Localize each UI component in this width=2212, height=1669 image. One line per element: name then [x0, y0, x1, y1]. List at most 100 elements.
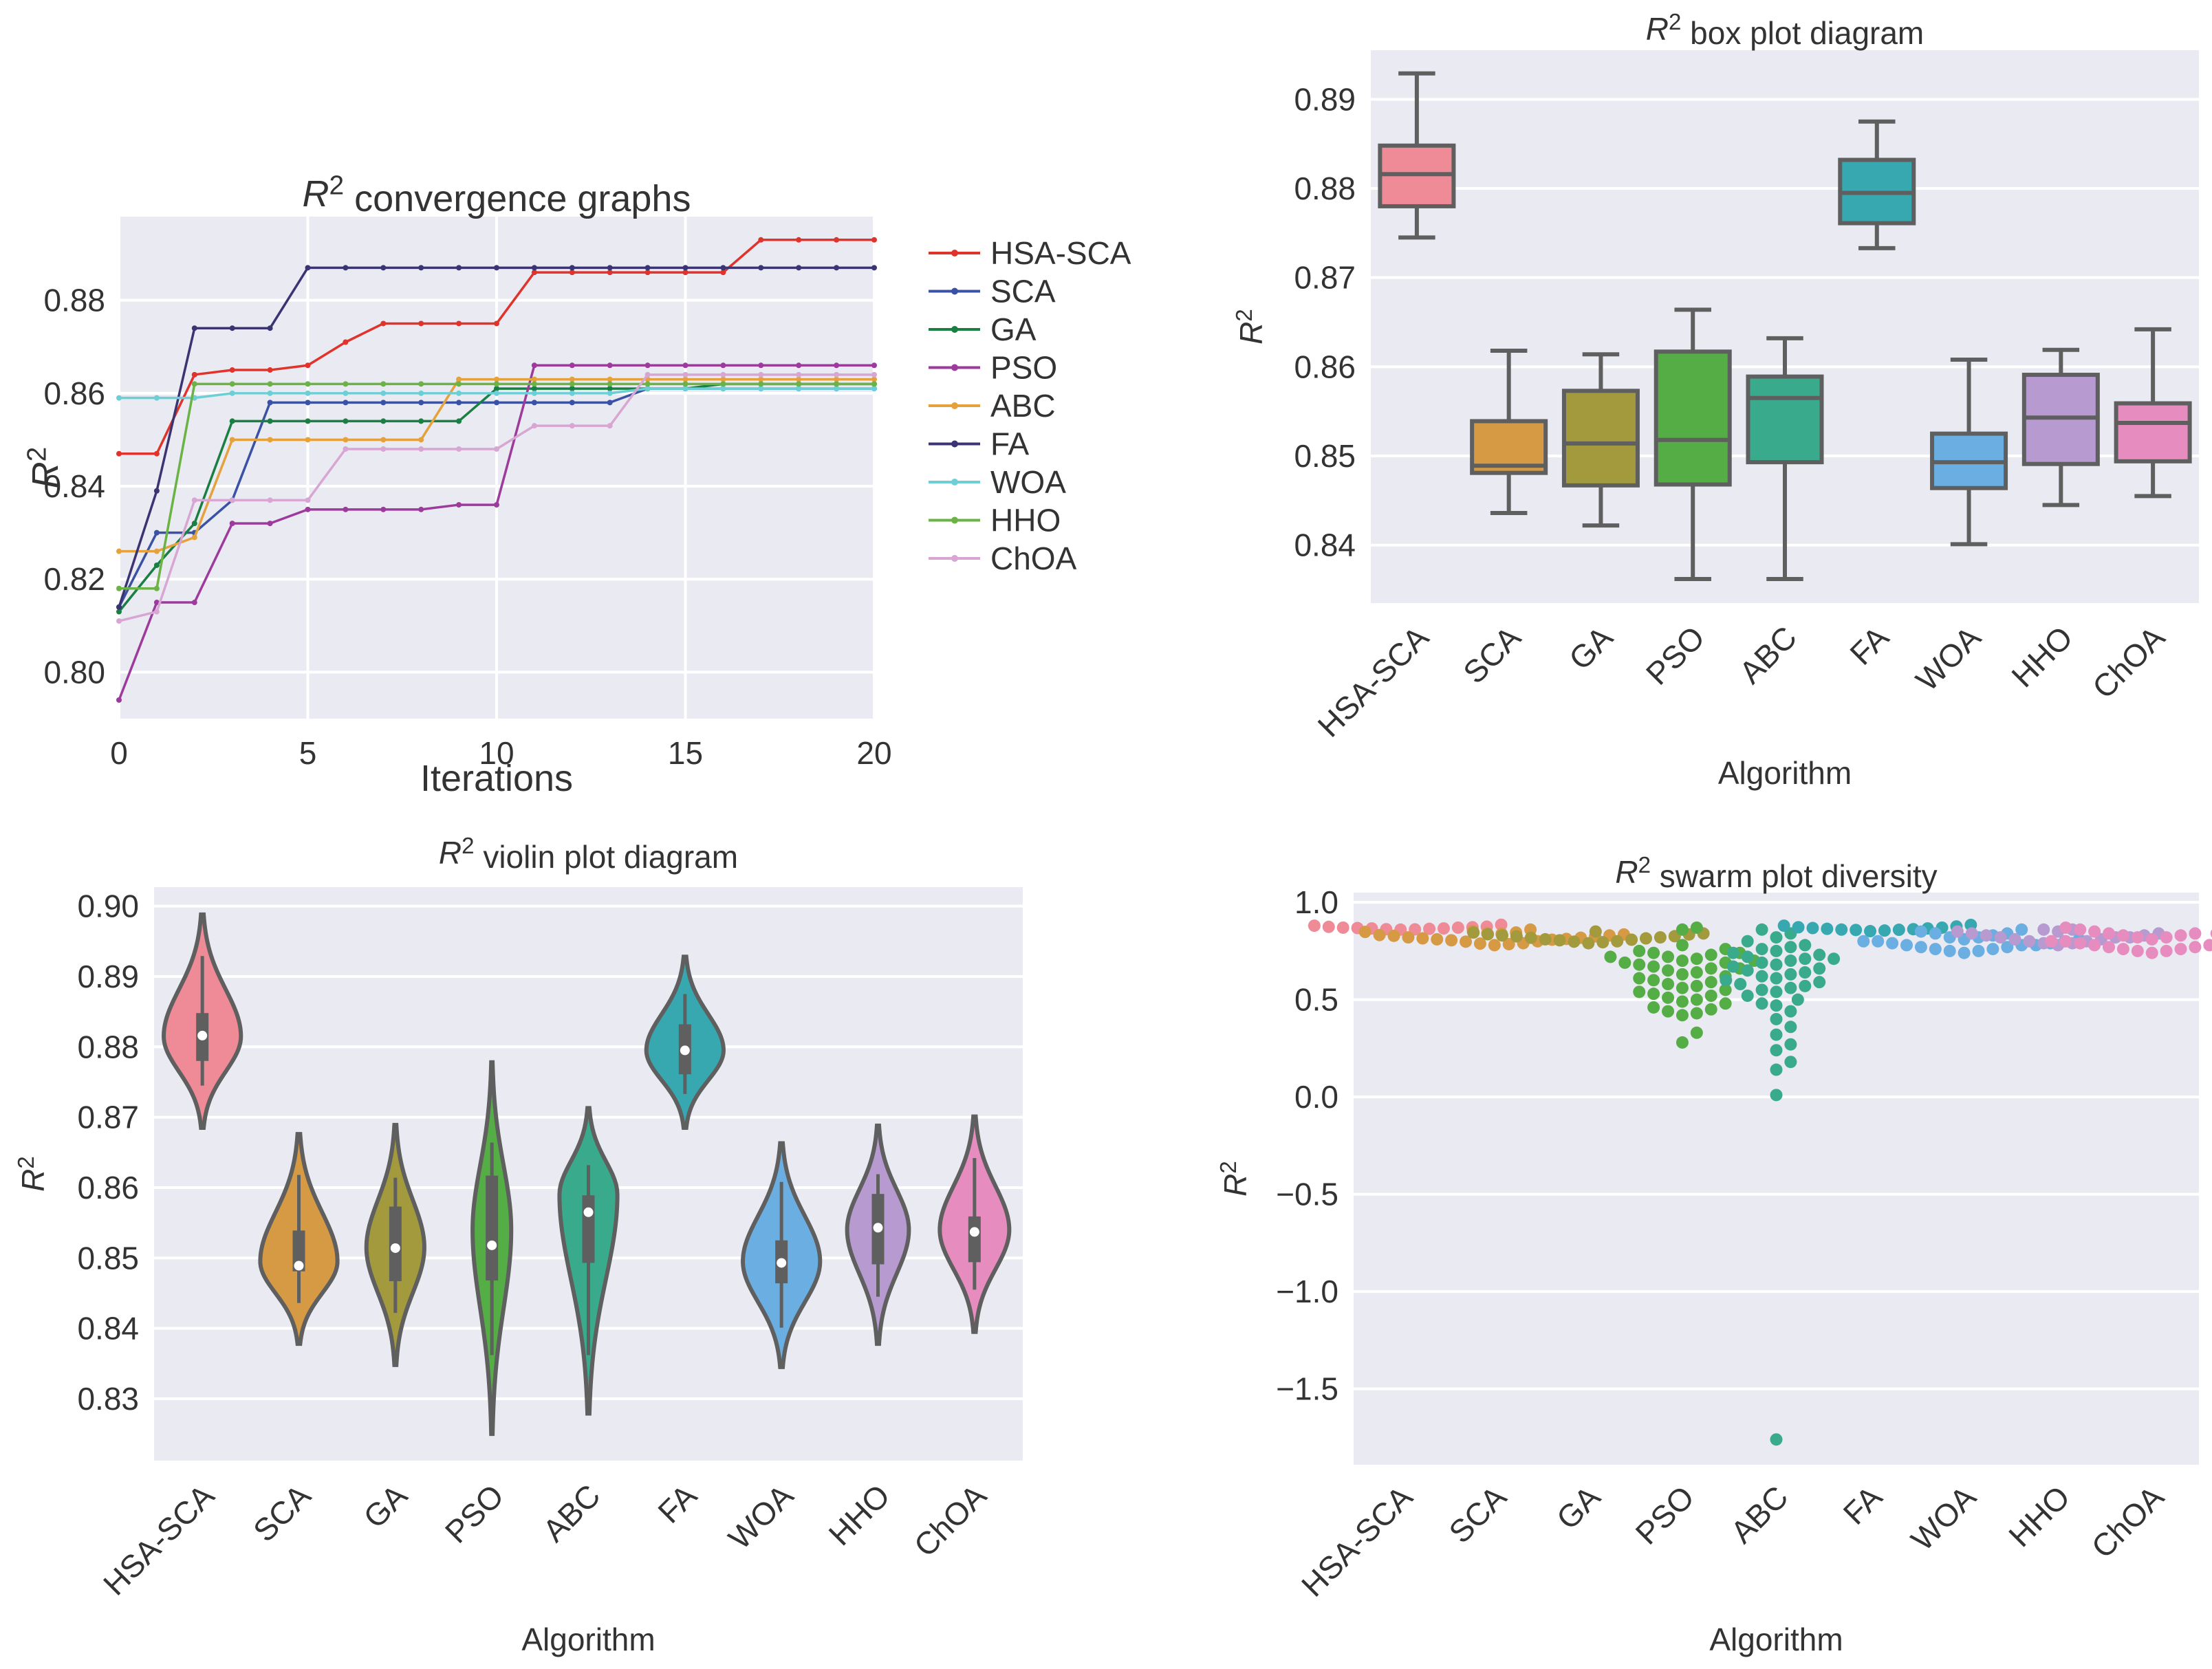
data-point	[153, 395, 160, 401]
x-tick-label: ChOA	[2084, 1479, 2171, 1565]
swarm-point	[1647, 974, 1660, 987]
swarm-point	[2103, 941, 2116, 954]
swarm-plot-chart: 1.0 0.5 0.0 −0.5 −1.0 −1.5 HSA-SCA SCA GA PSO ABC F…	[1216, 853, 2212, 1657]
swarm-point	[1784, 981, 1797, 994]
y-tick-label: 0.87	[1294, 260, 1356, 296]
data-point	[644, 371, 651, 378]
swarm-point	[1488, 939, 1501, 952]
inner-box	[486, 1175, 499, 1281]
data-point	[494, 400, 499, 406]
data-point	[758, 376, 764, 382]
data-point	[456, 376, 462, 382]
y-tick-label: 0.89	[1294, 81, 1356, 117]
data-point	[418, 400, 424, 406]
swarm-point	[1662, 950, 1675, 963]
swarm-point	[1755, 997, 1768, 1010]
data-point	[758, 265, 764, 271]
swarm-point	[1633, 985, 1646, 999]
legend-marker	[951, 479, 958, 486]
y-tick-label: 0.80	[43, 654, 105, 690]
data-point	[305, 265, 311, 271]
swarm-point	[1423, 922, 1436, 935]
box-ga	[1561, 352, 1640, 528]
y-tick-label: −1.5	[1276, 1371, 1338, 1407]
box-hho	[2021, 347, 2100, 508]
swarm-point	[1784, 955, 1797, 968]
swarm-point	[2210, 929, 2212, 938]
y-tick-label: 0.0	[1294, 1079, 1338, 1115]
data-point	[380, 418, 387, 424]
y-tick-label: 0.85	[1294, 438, 1356, 474]
data-point	[494, 446, 499, 452]
data-point	[644, 362, 651, 369]
swarm-point	[1676, 995, 1689, 1008]
data-point	[834, 376, 840, 382]
legend-marker	[951, 555, 958, 562]
legend-marker	[951, 516, 958, 524]
data-point	[456, 418, 462, 424]
swarm-point	[1741, 989, 1754, 1002]
y-tick-label: 0.88	[1294, 171, 1356, 206]
box-body	[2114, 401, 2192, 463]
data-point	[116, 450, 122, 457]
swarm-point	[1784, 968, 1797, 981]
swarm-point	[1850, 924, 1863, 937]
swarm-point	[1770, 931, 1783, 944]
median-dot	[969, 1227, 979, 1237]
swarm-point	[1784, 1021, 1797, 1034]
swarm-point	[1495, 918, 1508, 931]
swarm-point	[1770, 972, 1783, 985]
data-point	[569, 400, 575, 406]
data-point	[153, 585, 160, 591]
swarm-point	[1965, 927, 1978, 940]
swarm-point	[1704, 948, 1717, 961]
data-point	[607, 381, 613, 387]
swarm-point	[1625, 933, 1638, 946]
data-point	[267, 325, 273, 331]
swarm-point	[1900, 939, 1913, 952]
data-point	[116, 395, 122, 401]
data-point	[531, 400, 537, 406]
x-axis-label: Algorithm	[521, 1622, 655, 1657]
swarm-point	[1676, 955, 1689, 968]
swarm-point	[1633, 972, 1646, 985]
data-point	[531, 390, 537, 396]
swarm-point	[1690, 952, 1703, 966]
swarm-point	[2008, 932, 2021, 946]
x-axis-label: Algorithm	[1718, 755, 1852, 791]
swarm-point	[2145, 932, 2158, 946]
data-point	[229, 418, 235, 424]
data-point	[644, 381, 651, 387]
swarm-point	[1553, 934, 1566, 947]
box-body	[1561, 389, 1640, 488]
swarm-point	[1770, 1089, 1783, 1102]
median-dot	[873, 1223, 883, 1233]
data-point	[569, 362, 575, 369]
swarm-point	[1437, 922, 1450, 935]
chart-title: R2 violin plot diagram	[439, 833, 738, 875]
data-point	[153, 450, 160, 457]
swarm-point	[1568, 935, 1581, 948]
box-choa	[2114, 327, 2192, 499]
legend-marker	[951, 326, 958, 333]
box-woa	[1930, 357, 2008, 547]
data-point	[531, 386, 537, 392]
data-point	[796, 371, 802, 378]
swarm-point	[1653, 931, 1667, 944]
swarm-point	[1676, 1036, 1689, 1049]
swarm-point	[1770, 944, 1783, 957]
violin-plot-chart: 0.83 0.84 0.85 0.86 0.87 0.88 0.89 0.90 HSA-SCA S…	[14, 833, 1023, 1657]
data-point	[720, 371, 726, 378]
data-point	[607, 270, 613, 276]
swarm-point	[1647, 946, 1660, 959]
data-point	[569, 381, 575, 387]
x-tick-label: 10	[479, 735, 514, 771]
swarm-point	[1784, 1005, 1797, 1018]
swarm-point	[1741, 935, 1754, 948]
data-point	[834, 381, 840, 387]
legend-label: GA	[990, 312, 1037, 347]
data-point	[191, 521, 197, 527]
swarm-point	[1662, 964, 1675, 977]
swarm-choa	[2045, 921, 2212, 959]
